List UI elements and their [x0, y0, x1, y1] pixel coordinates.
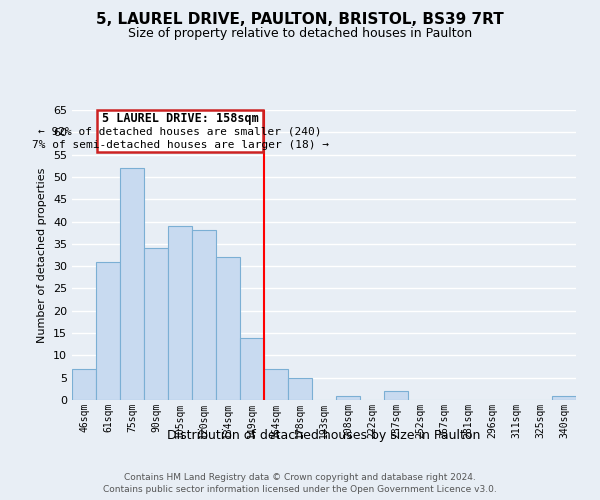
Bar — [96, 262, 120, 400]
Bar — [144, 248, 168, 400]
Text: Size of property relative to detached houses in Paulton: Size of property relative to detached ho… — [128, 28, 472, 40]
Y-axis label: Number of detached properties: Number of detached properties — [37, 168, 47, 342]
Bar — [336, 396, 360, 400]
Bar — [240, 338, 264, 400]
Bar — [120, 168, 144, 400]
Bar — [552, 396, 576, 400]
FancyBboxPatch shape — [97, 110, 263, 152]
Text: 5, LAUREL DRIVE, PAULTON, BRISTOL, BS39 7RT: 5, LAUREL DRIVE, PAULTON, BRISTOL, BS39 … — [96, 12, 504, 28]
Bar — [192, 230, 216, 400]
Text: 7% of semi-detached houses are larger (18) →: 7% of semi-detached houses are larger (1… — [32, 140, 329, 150]
Bar — [72, 369, 96, 400]
Bar — [288, 378, 312, 400]
Text: ← 92% of detached houses are smaller (240): ← 92% of detached houses are smaller (24… — [38, 126, 322, 136]
Text: Contains public sector information licensed under the Open Government Licence v3: Contains public sector information licen… — [103, 484, 497, 494]
Bar — [384, 391, 408, 400]
Bar — [264, 369, 288, 400]
Text: 5 LAUREL DRIVE: 158sqm: 5 LAUREL DRIVE: 158sqm — [101, 112, 259, 124]
Bar — [168, 226, 192, 400]
Bar — [216, 257, 240, 400]
Text: Distribution of detached houses by size in Paulton: Distribution of detached houses by size … — [167, 428, 481, 442]
Text: Contains HM Land Registry data © Crown copyright and database right 2024.: Contains HM Land Registry data © Crown c… — [124, 473, 476, 482]
